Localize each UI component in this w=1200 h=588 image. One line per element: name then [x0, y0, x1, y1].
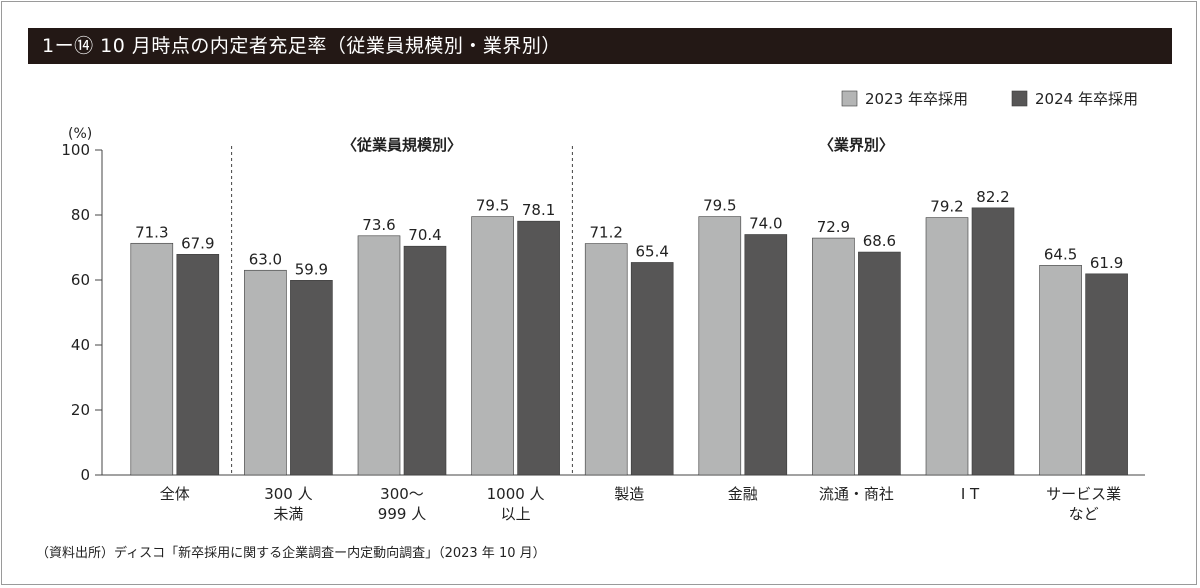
data-label: 79.5 — [476, 197, 509, 215]
category-label: 999 人 — [378, 505, 426, 523]
category-label: 以上 — [501, 505, 531, 523]
bar — [1039, 265, 1082, 476]
data-label: 73.6 — [362, 216, 395, 234]
data-label: 71.3 — [135, 223, 168, 241]
data-label: 72.9 — [817, 218, 850, 236]
category-label: 全体 — [160, 485, 190, 503]
category-label: 流通・商社 — [819, 485, 894, 503]
bar — [971, 207, 1015, 476]
legend-swatch — [1011, 90, 1028, 107]
category-label: 金融 — [728, 485, 758, 503]
data-label: 61.9 — [1090, 254, 1123, 272]
y-tick-label: 40 — [71, 336, 90, 354]
bar — [744, 234, 788, 476]
bar — [584, 243, 628, 476]
data-label: 79.5 — [703, 197, 736, 215]
category-label: サービス業 — [1046, 485, 1121, 503]
data-label: 79.2 — [930, 198, 963, 216]
data-label: 74.0 — [749, 215, 782, 233]
category-label: I T — [961, 485, 980, 503]
data-label: 82.2 — [976, 188, 1009, 206]
bar — [403, 245, 447, 476]
category-label: 300 人 — [264, 485, 312, 503]
bar — [357, 235, 401, 476]
data-label: 68.6 — [863, 232, 896, 250]
bar — [176, 254, 220, 476]
group-label: 〈業界別〉 — [819, 136, 894, 154]
data-label: 78.1 — [522, 201, 555, 219]
bar — [517, 220, 560, 476]
source-note: （資料出所）ディスコ「新卒採用に関する企業調査ー内定動向調査」（2023 年 1… — [36, 546, 546, 561]
bar — [1085, 273, 1128, 476]
legend-label: 2023 年卒採用 — [865, 90, 968, 108]
data-label: 59.9 — [295, 260, 328, 278]
bar — [130, 242, 174, 476]
legend-swatch — [841, 90, 858, 107]
y-tick-label: 0 — [80, 466, 90, 484]
figure-title: 1ー⑭ 10 月時点の内定者充足率（従業員規模別・業界別） — [28, 28, 1172, 64]
y-tick-label: 60 — [71, 271, 90, 289]
data-label: 70.4 — [408, 226, 441, 244]
data-label: 64.5 — [1044, 245, 1077, 263]
y-tick-label: 20 — [71, 401, 90, 419]
bar — [471, 216, 514, 476]
category-label: など — [1069, 505, 1099, 523]
data-label: 65.4 — [635, 242, 668, 260]
group-label: 〈従業員規模別〉 — [342, 136, 462, 154]
data-label: 67.9 — [181, 234, 214, 252]
bar — [698, 216, 742, 476]
legend-label: 2024 年卒採用 — [1035, 90, 1138, 108]
y-tick-label: 100 — [61, 141, 90, 159]
data-label: 63.0 — [249, 250, 282, 268]
category-label: 製造 — [614, 485, 644, 503]
bar — [858, 251, 901, 476]
category-label: 未満 — [273, 505, 303, 523]
bar — [290, 280, 333, 476]
bar — [630, 262, 674, 476]
bar — [244, 269, 287, 476]
y-unit-label: (%) — [68, 126, 92, 142]
bar — [925, 217, 969, 476]
category-label: 1000 人 — [487, 485, 545, 503]
bar — [812, 237, 855, 476]
data-label: 71.2 — [589, 224, 622, 242]
y-tick-label: 80 — [71, 206, 90, 224]
category-label: 300〜 — [380, 485, 424, 503]
